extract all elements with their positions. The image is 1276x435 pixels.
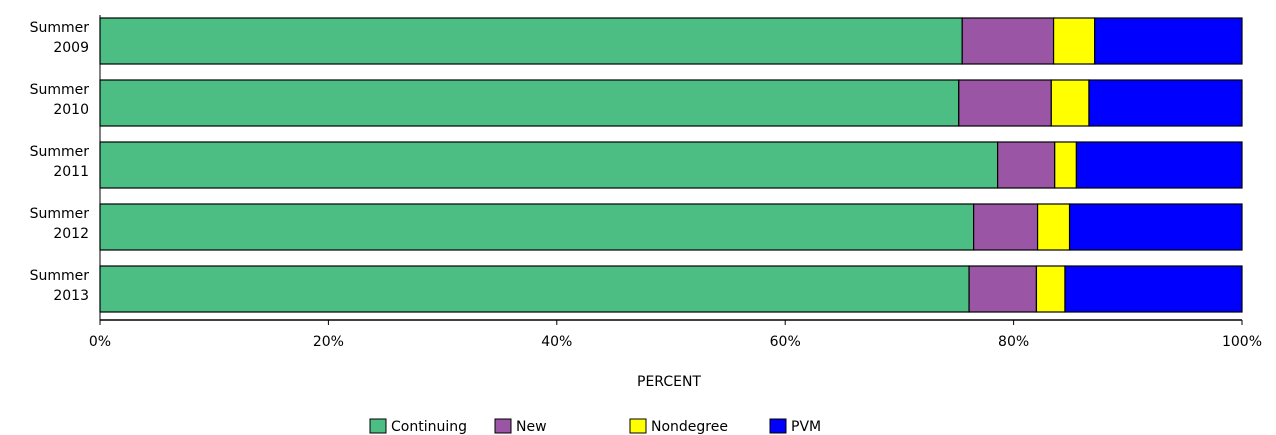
category-label: 2011 — [53, 164, 89, 180]
category-label: 2009 — [53, 40, 89, 56]
bar-new-5 — [968, 265, 1038, 313]
bar-new-1 — [961, 17, 1055, 65]
x-tick-label: 20% — [313, 334, 344, 350]
legend-label-new: New — [516, 419, 547, 435]
x-tick-label: 40% — [541, 334, 572, 350]
bars-layer — [99, 17, 1243, 313]
category-label: Summer — [30, 144, 90, 160]
category-label: 2012 — [53, 226, 89, 242]
x-tick-label: 0% — [89, 334, 111, 350]
category-label: 2013 — [53, 288, 89, 304]
x-tick-label: 80% — [998, 334, 1029, 350]
bar-nondegree-2 — [1050, 79, 1090, 127]
x-axis-title: PERCENT — [637, 374, 701, 390]
bar-new-3 — [997, 141, 1056, 189]
bar-nondegree-3 — [1054, 141, 1078, 189]
category-label: Summer — [30, 82, 90, 98]
bar-new-4 — [973, 203, 1039, 251]
bar-nondegree-1 — [1052, 17, 1096, 65]
bar-new-2 — [958, 79, 1052, 127]
bar-pvm-1 — [1094, 17, 1243, 65]
x-tick-label: 60% — [770, 334, 801, 350]
category-labels: Summer 2009 Summer 2010 Summer 2011 Summer 2012… — [30, 20, 90, 304]
category-label: 2010 — [53, 102, 89, 118]
category-label: Summer — [30, 20, 90, 36]
x-tick-label: 100% — [1222, 334, 1262, 350]
bar-continuing-1 — [99, 17, 963, 65]
x-axis: 0% 20% 40% 60% 80% 100% — [89, 15, 1262, 350]
legend: Continuing New Nondegree PVM — [369, 418, 821, 435]
legend-swatch-pvm — [769, 418, 787, 434]
bar-pvm-3 — [1075, 141, 1243, 189]
legend-label-continuing: Continuing — [391, 419, 467, 435]
legend-swatch-new — [494, 418, 512, 434]
bar-continuing-5 — [99, 265, 970, 313]
bar-nondegree-5 — [1035, 265, 1066, 313]
legend-label-nondegree: Nondegree — [651, 419, 728, 435]
bar-nondegree-4 — [1036, 203, 1071, 251]
bar-continuing-4 — [99, 203, 975, 251]
legend-swatch-nondegree — [629, 418, 647, 434]
legend-label-pvm: PVM — [791, 419, 821, 435]
category-label: Summer — [30, 206, 90, 222]
legend-swatch-continuing — [369, 418, 387, 434]
bar-pvm-5 — [1064, 265, 1243, 313]
bar-pvm-4 — [1068, 203, 1243, 251]
category-label: Summer — [30, 268, 90, 284]
bar-continuing-2 — [99, 79, 960, 127]
bar-pvm-2 — [1088, 79, 1243, 127]
bar-continuing-3 — [99, 141, 999, 189]
